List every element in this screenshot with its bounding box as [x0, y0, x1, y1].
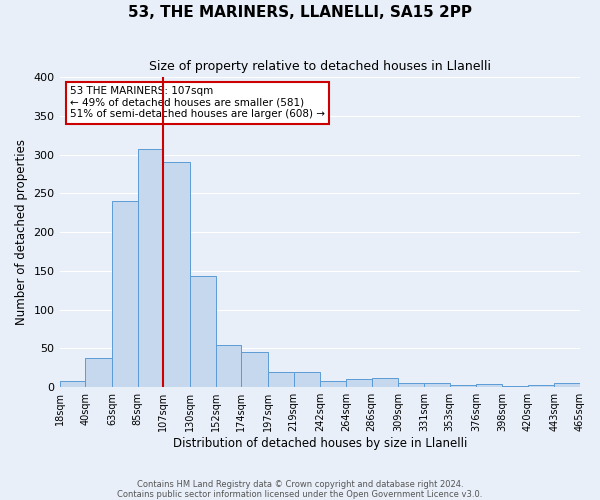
- Bar: [398, 384, 424, 387]
- Bar: [424, 384, 449, 387]
- Text: 53 THE MARINERS: 107sqm
← 49% of detached houses are smaller (581)
51% of semi-d: 53 THE MARINERS: 107sqm ← 49% of detache…: [70, 86, 325, 120]
- Text: Contains HM Land Registry data © Crown copyright and database right 2024.
Contai: Contains HM Land Registry data © Crown c…: [118, 480, 482, 499]
- Bar: [346, 380, 371, 387]
- Bar: [215, 344, 241, 387]
- Bar: [527, 385, 554, 387]
- Y-axis label: Number of detached properties: Number of detached properties: [15, 139, 28, 325]
- Bar: [241, 352, 268, 387]
- Bar: [268, 372, 293, 387]
- Text: 53, THE MARINERS, LLANELLI, SA15 2PP: 53, THE MARINERS, LLANELLI, SA15 2PP: [128, 5, 472, 20]
- Bar: [112, 201, 137, 387]
- Bar: [190, 276, 215, 387]
- Bar: [476, 384, 502, 387]
- Bar: [293, 372, 320, 387]
- Bar: [554, 384, 580, 387]
- Bar: [85, 358, 112, 387]
- Bar: [59, 381, 85, 387]
- Bar: [320, 381, 346, 387]
- X-axis label: Distribution of detached houses by size in Llanelli: Distribution of detached houses by size …: [173, 437, 467, 450]
- Title: Size of property relative to detached houses in Llanelli: Size of property relative to detached ho…: [149, 60, 491, 73]
- Bar: [502, 386, 527, 387]
- Bar: [163, 162, 190, 387]
- Bar: [449, 385, 476, 387]
- Bar: [137, 149, 163, 387]
- Bar: [371, 378, 398, 387]
